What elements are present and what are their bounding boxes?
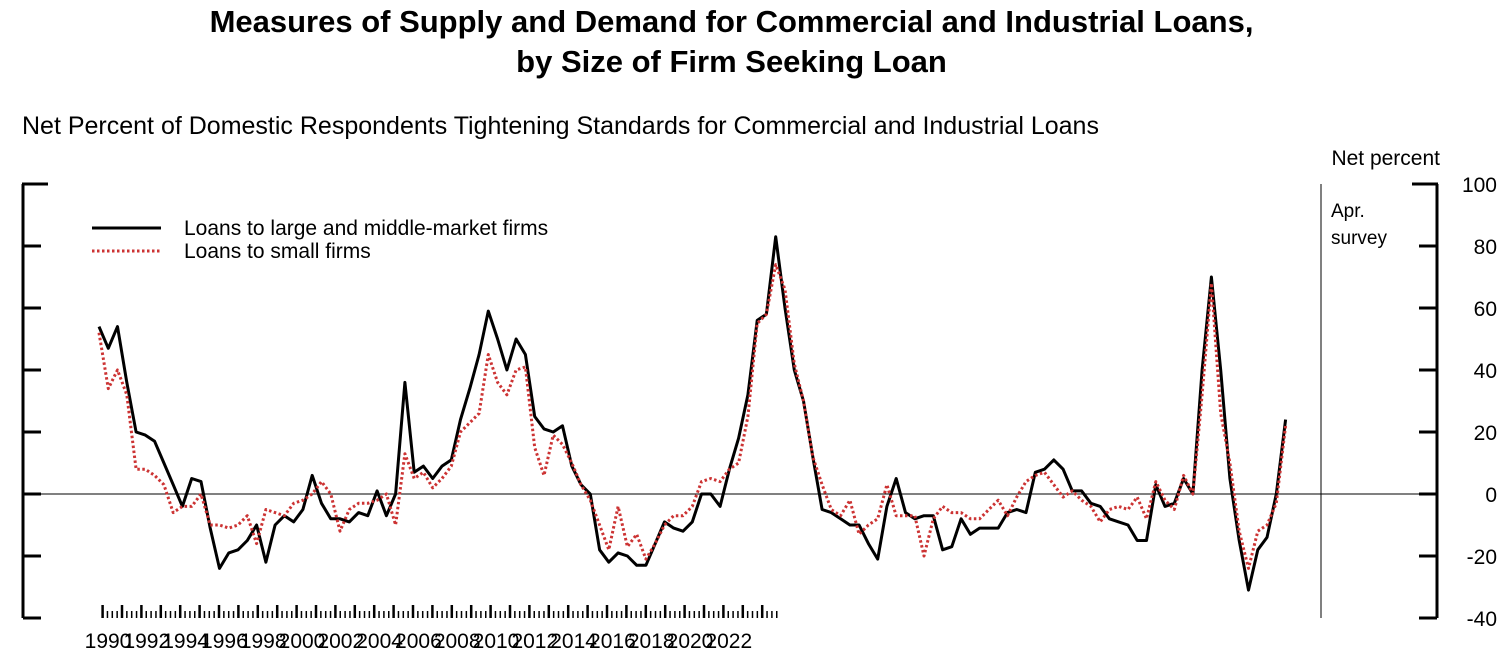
x-tick-label: 2012	[511, 630, 558, 653]
x-tick-label: 2022	[705, 630, 752, 653]
x-tick-label: 2000	[279, 630, 326, 653]
y-axis-label: Net percent	[1331, 147, 1440, 170]
x-tick-label: 2010	[473, 630, 520, 653]
chart-title-line1: Measures of Supply and Demand for Commer…	[209, 4, 1254, 39]
y-tick-label: -40	[1467, 608, 1497, 631]
series-line-small-firms	[97, 263, 1288, 570]
y-tick-label: 100	[1462, 174, 1497, 197]
x-tick-label: 1992	[123, 630, 170, 653]
y-tick-label: 0	[1485, 484, 1497, 507]
x-tick-label: 2016	[589, 630, 636, 653]
y-tick-label: 80	[1474, 236, 1497, 259]
legend-label: Loans to small firms	[184, 240, 371, 263]
chart-subtitle: Net Percent of Domestic Respondents Tigh…	[22, 112, 1099, 140]
chart-title-block: Measures of Supply and Demand for Commer…	[0, 2, 1463, 82]
x-tick-label: 2002	[317, 630, 364, 653]
x-tick-label: 2006	[395, 630, 442, 653]
x-tick-label: 2018	[628, 630, 675, 653]
chart-frame: Apr. survey	[21, 182, 1439, 618]
y-axis: -40 -20 0 20 40 60 80 100	[23, 174, 1497, 631]
x-tick-label: 2020	[667, 630, 714, 653]
chart-title-line2: by Size of Firm Seeking Loan	[516, 44, 947, 79]
y-tick-label: -20	[1467, 546, 1497, 569]
x-tick-label: 2008	[434, 630, 481, 653]
y-tick-label: 40	[1474, 360, 1497, 383]
plot-area	[97, 235, 1288, 592]
x-tick-label: 1990	[85, 630, 132, 653]
annotation-text: Apr. survey	[1331, 201, 1387, 249]
x-axis: 1990199219941996199820002002200420062008…	[85, 605, 778, 653]
y-tick-label: 20	[1474, 422, 1497, 445]
series-line-large-firms	[97, 235, 1288, 592]
x-tick-label: 1998	[240, 630, 287, 653]
legend-label: Loans to large and middle-market firms	[184, 217, 548, 240]
legend: Loans to large and middle-market firmsLo…	[92, 217, 548, 263]
x-tick-label: 2004	[356, 630, 403, 653]
x-tick-label: 1994	[162, 630, 209, 653]
y-tick-label: 60	[1474, 298, 1497, 321]
x-tick-label: 2014	[550, 630, 597, 653]
x-tick-label: 1996	[201, 630, 248, 653]
